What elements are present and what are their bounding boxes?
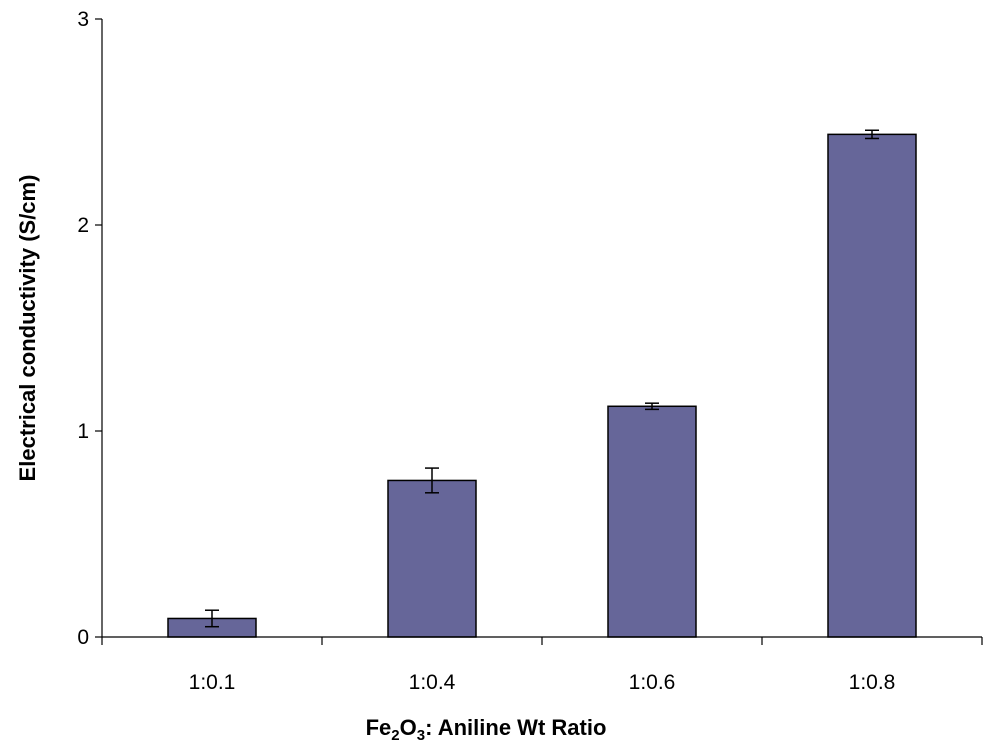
x-tick-label: 1:0.6 <box>629 671 676 694</box>
x-ticks-group: 1:0.1 1:0.4 1:0.6 1:0.8 <box>101 637 983 694</box>
x-tick-label: 1:0.8 <box>849 671 896 694</box>
bar <box>387 479 477 638</box>
x-tick-label: 1:0.1 <box>189 671 236 694</box>
y-tick-label: 1 <box>77 420 89 443</box>
y-ticks-group: 0 1 2 3 <box>77 8 102 649</box>
error-bars-group <box>205 129 879 628</box>
bars-group <box>167 133 917 638</box>
y-tick-label: 3 <box>77 8 89 31</box>
y-axis-title: Electrical conductivity (S/cm) <box>15 175 40 482</box>
y-tick-label: 0 <box>77 626 89 649</box>
x-tick-label: 1:0.4 <box>409 671 456 694</box>
bar <box>607 405 697 638</box>
x-axis-title: Fe2O3: Aniline Wt Ratio <box>366 715 607 744</box>
y-tick-label: 2 <box>77 214 89 237</box>
bar <box>827 133 917 638</box>
